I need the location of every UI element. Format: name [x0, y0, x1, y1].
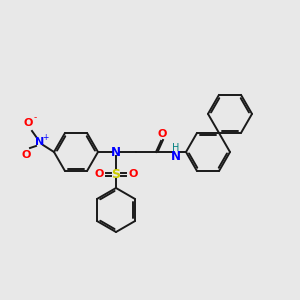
- Text: O: O: [94, 169, 104, 179]
- Text: O: O: [21, 150, 31, 160]
- Text: O: O: [128, 169, 138, 179]
- Text: -: -: [33, 113, 37, 122]
- Text: N: N: [35, 137, 45, 147]
- Text: O: O: [157, 129, 167, 139]
- Text: H: H: [172, 143, 180, 153]
- Text: S: S: [112, 167, 121, 181]
- Text: +: +: [42, 133, 48, 142]
- Text: O: O: [23, 118, 33, 128]
- Text: N: N: [171, 149, 181, 163]
- Text: N: N: [111, 146, 121, 158]
